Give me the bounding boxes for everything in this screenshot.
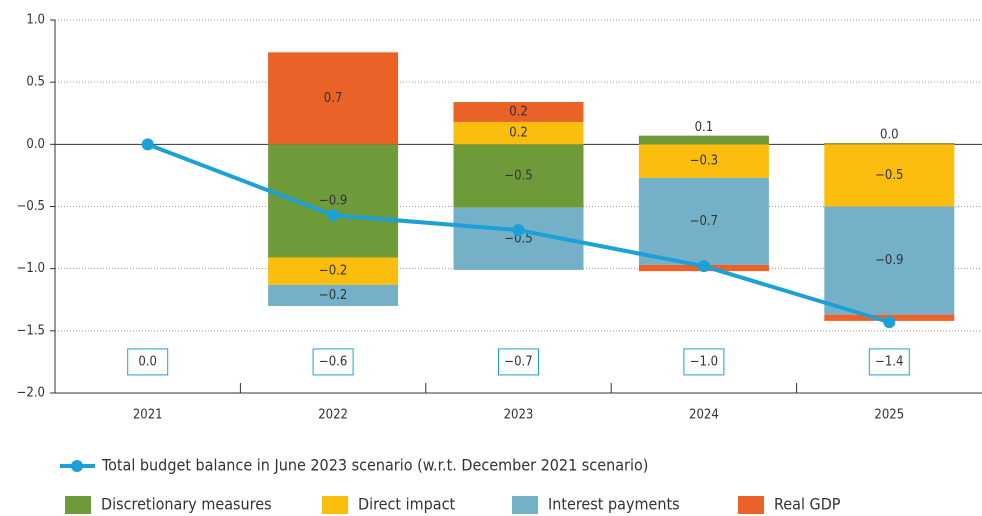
value-box-label: 0.0 — [138, 354, 157, 369]
data-label: −0.9 — [875, 253, 903, 268]
y-tick-label: −2.0 — [17, 386, 45, 401]
x-tick-label: 2025 — [874, 408, 904, 423]
x-tick-label: 2021 — [133, 408, 163, 423]
legend-label: Interest payments — [548, 495, 680, 514]
value-box — [127, 348, 169, 376]
bar-segment — [638, 177, 769, 265]
legend-label: Total budget balance in June 2023 scenar… — [101, 456, 648, 475]
legend-swatch — [322, 496, 348, 514]
bar-segment — [453, 144, 584, 208]
line-marker — [512, 224, 525, 237]
data-label: −0.5 — [504, 169, 532, 184]
bar-segment — [638, 144, 769, 178]
value-box-label: −1.0 — [690, 354, 718, 369]
value-box — [498, 348, 539, 376]
data-label: 0.2 — [509, 105, 528, 120]
bar-segment — [453, 121, 584, 145]
legend-swatch — [512, 496, 538, 514]
x-tick-label: 2022 — [318, 408, 348, 423]
bar-segment — [824, 206, 955, 315]
data-label: 0.7 — [324, 91, 343, 106]
data-label: −0.2 — [319, 288, 347, 303]
line-marker — [697, 260, 710, 273]
legend-label: Real GDP — [774, 495, 841, 514]
legend-marker — [71, 460, 83, 472]
y-tick-label: −1.0 — [17, 261, 45, 276]
data-label: −0.7 — [690, 214, 718, 229]
value-box — [868, 348, 910, 376]
data-label: −0.5 — [504, 231, 532, 246]
data-label: −0.2 — [319, 264, 347, 279]
value-box — [683, 348, 725, 376]
y-tick-label: −0.5 — [17, 199, 45, 214]
value-box-label: −0.6 — [319, 354, 347, 369]
value-box — [312, 348, 354, 376]
bar-segment — [268, 144, 399, 258]
value-box-label: −1.4 — [875, 354, 903, 369]
y-tick-label: 1.0 — [26, 13, 45, 28]
data-label: 0.2 — [509, 126, 528, 141]
x-tick-label: 2024 — [689, 408, 719, 423]
data-label: −0.5 — [875, 168, 903, 183]
x-tick-label: 2023 — [504, 408, 534, 423]
legend-swatch — [738, 496, 764, 514]
data-label: −0.9 — [319, 193, 347, 208]
legend-swatch — [65, 496, 91, 514]
line-marker — [327, 209, 340, 222]
value-box-label: −0.7 — [504, 354, 532, 369]
y-tick-label: 0.0 — [26, 137, 45, 152]
bar-segment — [268, 284, 399, 306]
data-label: −0.3 — [690, 154, 718, 169]
bar-segment — [824, 143, 955, 145]
bar-segment — [453, 102, 584, 122]
legend-label: Discretionary measures — [101, 495, 272, 514]
line-marker — [883, 316, 896, 329]
y-tick-label: 0.5 — [26, 75, 45, 90]
legend: Total budget balance in June 2023 scenar… — [60, 456, 841, 514]
y-tick-label: −1.5 — [17, 323, 45, 338]
bar-segment — [638, 135, 769, 145]
legend-label: Direct impact — [358, 495, 456, 514]
bar-segment — [824, 144, 955, 207]
line-marker — [141, 138, 154, 151]
data-label: 0.0 — [880, 128, 899, 143]
bar-segment — [268, 52, 399, 145]
data-label: 0.1 — [695, 120, 714, 135]
bar-segment — [268, 257, 399, 285]
